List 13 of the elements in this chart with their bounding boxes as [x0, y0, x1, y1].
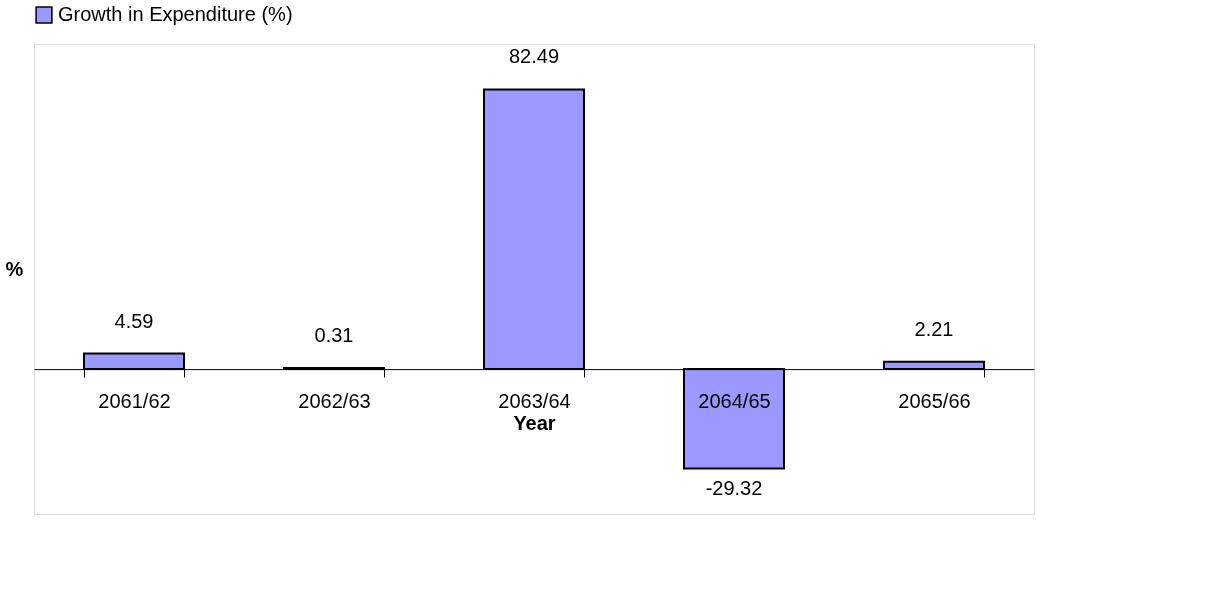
x-tick-label: 2063/64: [498, 389, 571, 412]
x-tick-label: 2065/66: [898, 389, 971, 412]
x-axis-title: Year: [513, 411, 556, 434]
data-label: 82.49: [508, 45, 560, 68]
data-label: 2.21: [914, 317, 954, 340]
y-axis-title: %: [5, 257, 24, 280]
data-label: -29.32: [705, 476, 763, 499]
x-tick-label: 2061/62: [98, 389, 171, 412]
data-label: 4.59: [114, 309, 154, 332]
legend-label: Growth in Expenditure (%): [58, 3, 293, 25]
x-tick-label: 2064/65: [698, 389, 771, 412]
data-label: 0.31: [314, 324, 354, 347]
x-tick-label: 2062/63: [298, 389, 371, 412]
